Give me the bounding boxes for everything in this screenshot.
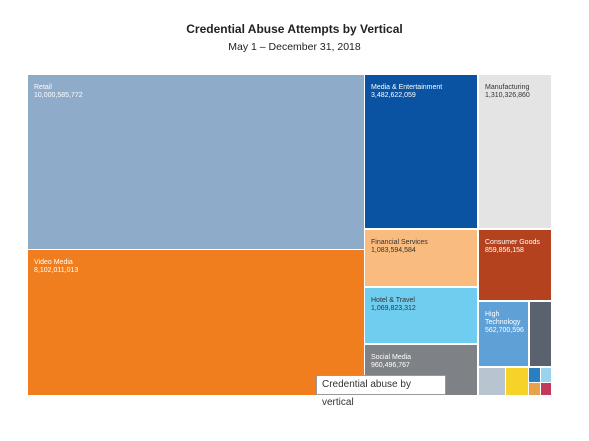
tile-label: Hotel & Travel 1,069,823,312 xyxy=(371,297,473,313)
minor-tile xyxy=(530,302,551,366)
tooltip: Credential abuse by vertical xyxy=(316,375,446,408)
tile-label: Video Media 8,102,011,013 xyxy=(34,259,360,275)
category-label: Video Media xyxy=(34,259,73,266)
chart-title: Credential Abuse Attempts by Vertical xyxy=(186,22,403,36)
category-label: Manufacturing xyxy=(485,84,530,91)
minor-tile xyxy=(541,383,551,395)
tile: Hotel & Travel 1,069,823,312 xyxy=(365,288,477,343)
category-label: Media & Entertainment xyxy=(371,84,443,91)
value-label: 1,069,823,312 xyxy=(371,305,416,312)
value-label: 562,700,596 xyxy=(485,327,524,334)
tile-label: Manufacturing 1,310,326,860 xyxy=(485,84,547,100)
chart-subtitle: May 1 – December 31, 2018 xyxy=(228,41,361,53)
tile: High Technology 562,700,596 xyxy=(479,302,528,366)
category-label: Financial Services xyxy=(371,239,428,246)
category-label: Retail xyxy=(34,84,52,91)
category-label: Consumer Goods xyxy=(485,239,540,246)
category-label: High Technology xyxy=(485,311,521,326)
category-label: Hotel & Travel xyxy=(371,297,415,304)
value-label: 1,083,594,584 xyxy=(371,247,416,254)
tile: Financial Services 1,083,594,584 xyxy=(365,230,477,286)
minor-tile xyxy=(506,368,528,395)
value-label: 10,000,585,772 xyxy=(34,92,83,99)
tile: Video Media 8,102,011,013 xyxy=(28,250,364,395)
tile-label: Media & Entertainment 3,482,622,059 xyxy=(371,84,473,100)
tile-label: Retail 10,000,585,772 xyxy=(34,84,360,100)
value-label: 859,856,158 xyxy=(485,247,524,254)
tile: Media & Entertainment 3,482,622,059 xyxy=(365,75,477,228)
value-label: 3,482,622,059 xyxy=(371,92,416,99)
minor-tile xyxy=(529,383,540,395)
minor-tile xyxy=(479,368,505,395)
tile: Manufacturing 1,310,326,860 xyxy=(479,75,551,228)
tile-label: Consumer Goods 859,856,158 xyxy=(485,239,547,255)
minor-tile xyxy=(529,368,540,382)
value-label: 960,496,767 xyxy=(371,362,410,369)
tile: Retail 10,000,585,772 xyxy=(28,75,364,249)
value-label: 1,310,326,860 xyxy=(485,92,530,99)
tile-label: Social Media 960,496,767 xyxy=(371,354,473,370)
category-label: Social Media xyxy=(371,354,412,361)
minor-tile xyxy=(541,368,551,382)
tile: Consumer Goods 859,856,158 xyxy=(479,230,551,300)
tile-label: Financial Services 1,083,594,584 xyxy=(371,239,473,255)
value-label: 8,102,011,013 xyxy=(34,267,79,274)
tile-label: High Technology 562,700,596 xyxy=(485,311,524,335)
